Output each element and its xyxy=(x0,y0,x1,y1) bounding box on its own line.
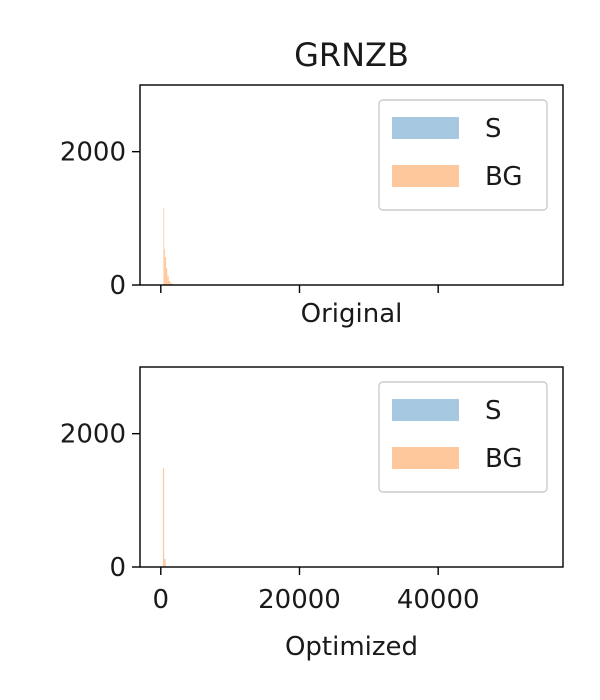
bar-bg-1 xyxy=(163,208,165,285)
legend: S BG xyxy=(378,381,548,493)
legend-swatch-bg xyxy=(392,447,459,469)
figure-title: GRNZB xyxy=(294,36,409,74)
y-tick-label: 2000 xyxy=(60,420,126,450)
axes-frame xyxy=(139,366,564,568)
legend-label-s: S xyxy=(485,114,502,144)
legend-swatch-s xyxy=(392,399,459,421)
legend-swatch-s xyxy=(392,117,459,139)
x-axis-label: Original xyxy=(301,299,403,329)
axes-frame xyxy=(139,84,564,286)
y-tick-label: 2000 xyxy=(60,138,126,168)
legend: S BG xyxy=(378,99,548,211)
x-axis-label: Optimized xyxy=(285,632,418,662)
y-tick-label: 0 xyxy=(109,553,126,583)
panel-1: 0 2000 Original S BG xyxy=(60,84,564,329)
bar-bg-6 xyxy=(168,281,171,285)
bar-bg-4 xyxy=(166,268,168,285)
legend-label-s: S xyxy=(485,396,502,426)
bar-bg-5 xyxy=(167,276,169,285)
x-tick-label: 40000 xyxy=(397,585,480,615)
y-tick-label: 0 xyxy=(109,271,126,301)
legend-label-bg: BG xyxy=(485,444,523,474)
x-tick-label: 0 xyxy=(153,585,170,615)
bar-bg-1 xyxy=(162,468,165,567)
legend-box xyxy=(378,381,548,493)
legend-label-bg: BG xyxy=(485,162,523,192)
legend-swatch-bg xyxy=(392,165,459,187)
bar-bg-2 xyxy=(164,249,165,285)
bar-bg-2 xyxy=(164,559,166,567)
bar-bg-3 xyxy=(164,257,167,285)
legend-box xyxy=(378,99,548,211)
x-tick-label: 20000 xyxy=(258,585,341,615)
